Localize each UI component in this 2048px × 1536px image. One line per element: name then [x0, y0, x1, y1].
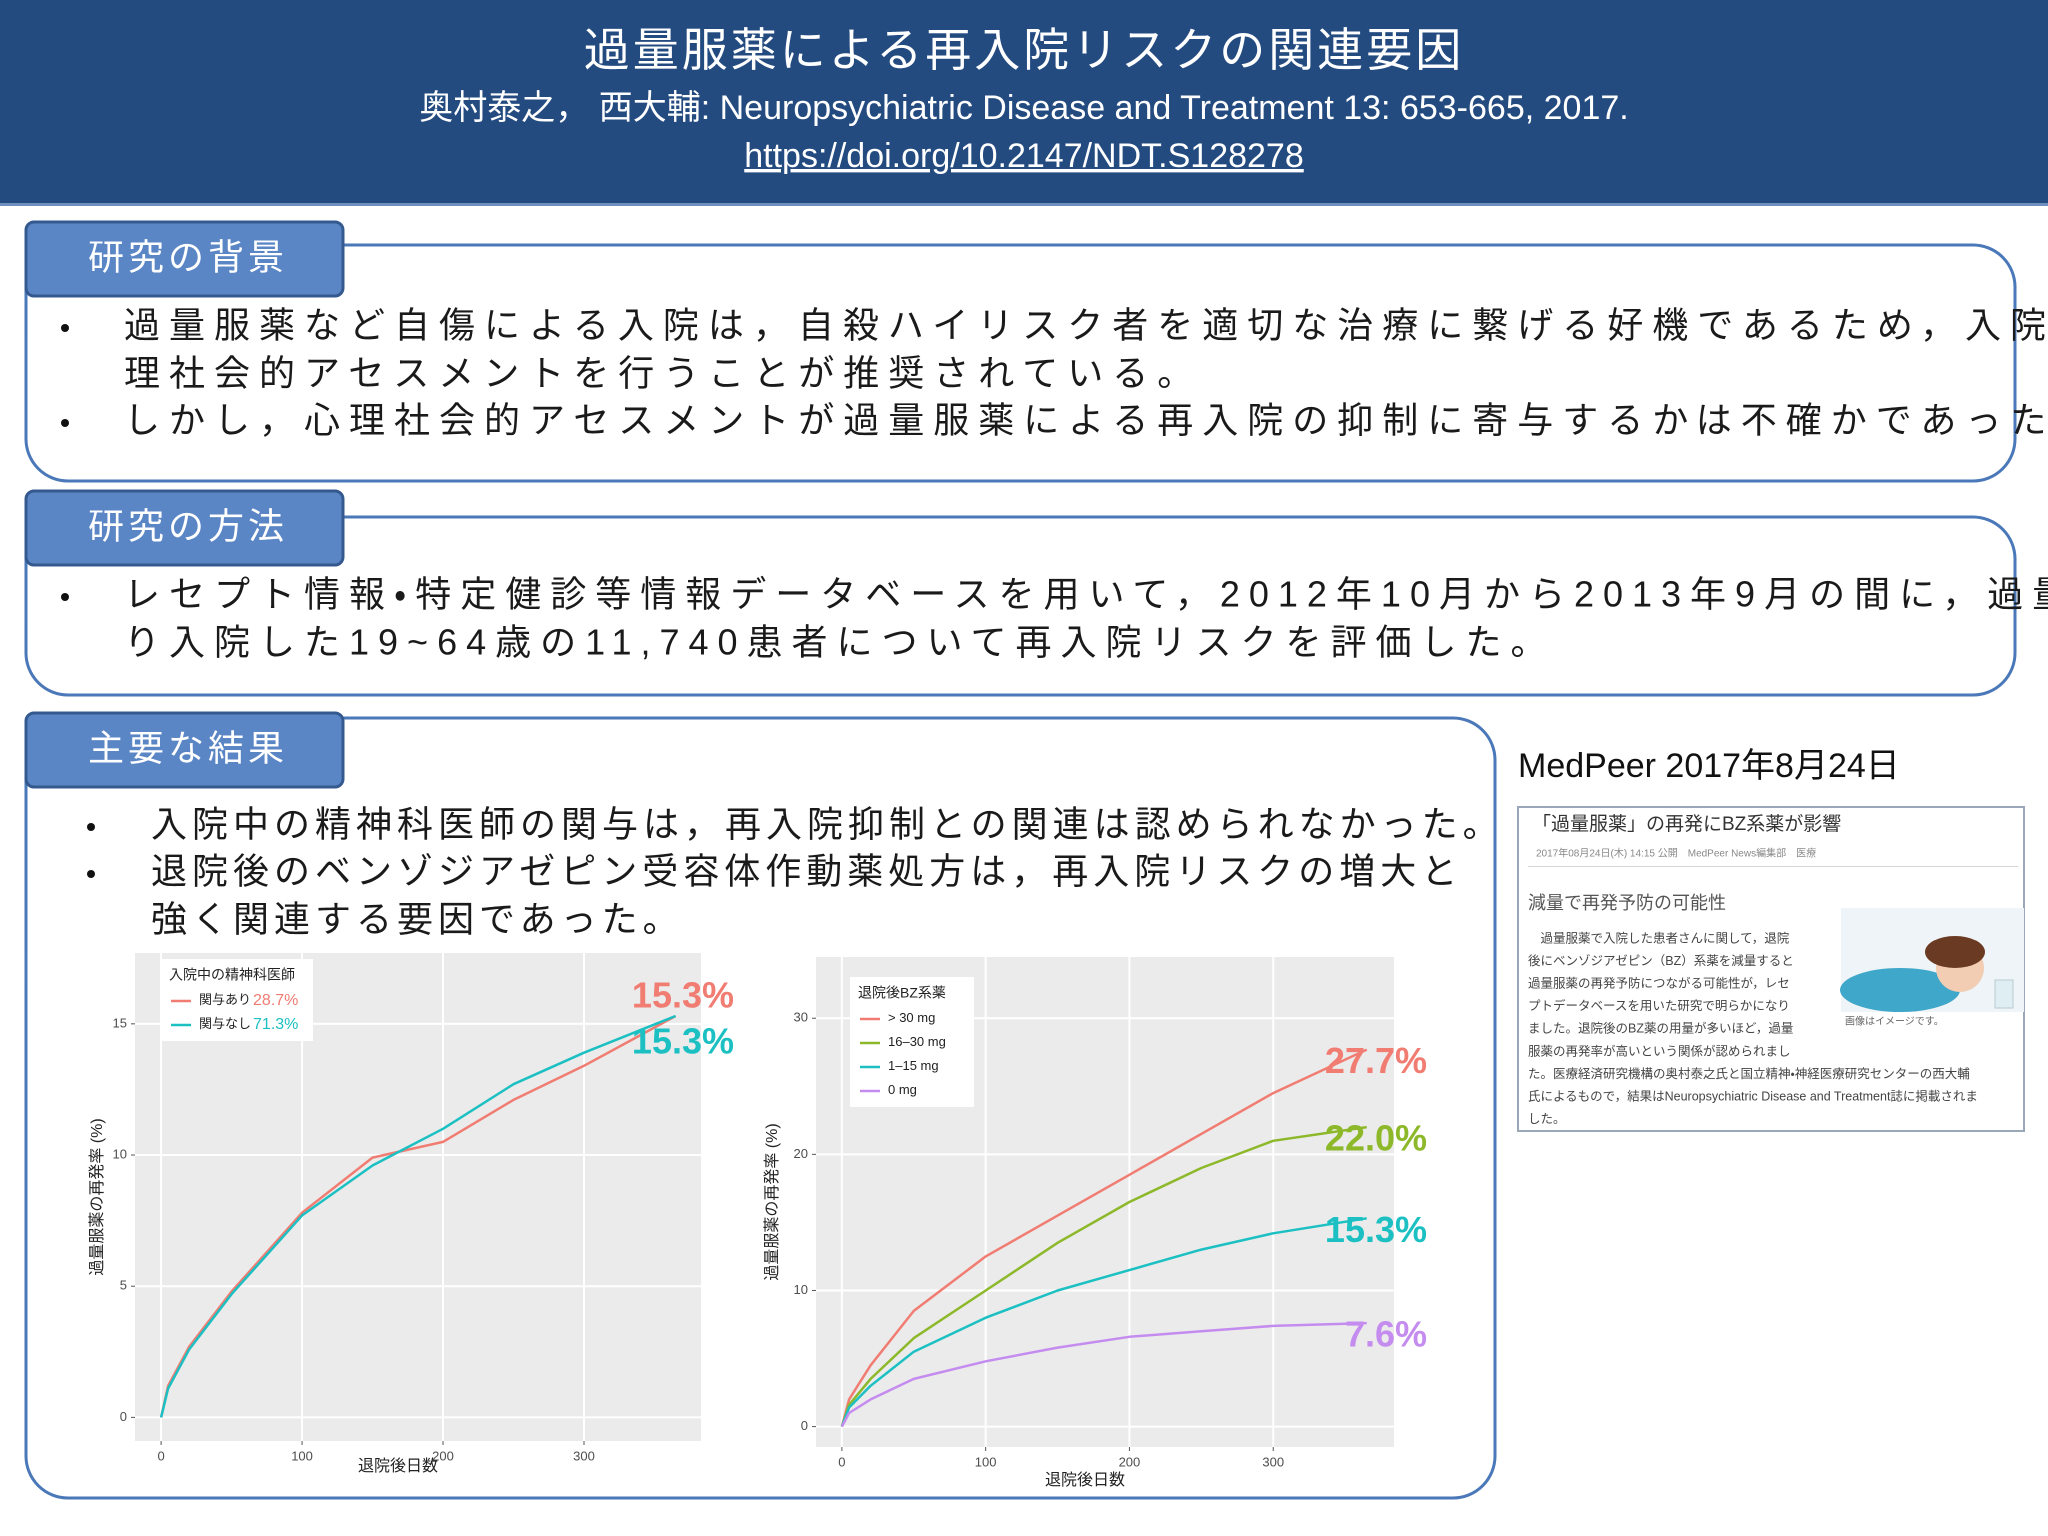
y-axis-label: 過量服薬の再発率 (%)	[88, 1118, 106, 1275]
news-body: 過量服薬の再発予防につながる可能性が，レセ	[1528, 975, 1790, 990]
section-box	[24, 243, 2017, 483]
bullet-dot	[87, 823, 95, 831]
news-meta: 2017年08月24日(木) 14:15 公開 MedPeer News編集部 …	[1536, 847, 1816, 860]
legend-note: 28.7%	[253, 992, 298, 1009]
header-edge	[0, 203, 2048, 206]
legend-name: 0 mg	[888, 1082, 917, 1097]
news-divider	[1528, 866, 2018, 867]
bullet-text: 過量服薬など自傷による入院は，自殺ハイリスク者を適切な治療に繋げる好機であるため…	[124, 305, 2048, 346]
news-body: た。医療経済研究機構の奥村泰之氏と国立精神・神経医療研究センターの西大輔	[1528, 1066, 1970, 1081]
series-line	[159, 1014, 677, 1418]
news-subhead: 減量で再発予防の可能性	[1528, 893, 1726, 913]
news-source: MedPeer 2017年8月24日	[1518, 747, 1900, 785]
y-tick-label: 15	[113, 1015, 127, 1030]
x-tick-label: 200	[432, 1448, 454, 1463]
section-heading: 主要な結果	[88, 728, 288, 769]
end-label: 15.3%	[632, 1020, 734, 1061]
end-label: 15.3%	[632, 974, 734, 1015]
bullet-dot	[61, 324, 69, 332]
y-tick-label: 30	[794, 1010, 808, 1025]
end-label: 22.0%	[1325, 1118, 1427, 1159]
news-body: 過量服薬で入院した患者さんに関して，退院	[1528, 931, 1789, 945]
x-tick-label: 100	[975, 1454, 997, 1469]
legend-entry: 関与あり 28.7%	[199, 992, 298, 1009]
image-hair	[1925, 936, 1985, 968]
image-glass	[1994, 979, 2014, 1009]
title: 過量服薬による再入院リスクの関連要因	[584, 24, 1465, 76]
y-tick-label: 10	[794, 1282, 808, 1297]
x-axis-label: 退院後日数	[358, 1457, 438, 1475]
news-caption: 画像はイメージです。	[1845, 1015, 1944, 1028]
x-tick-label: 0	[838, 1454, 845, 1469]
doi-link[interactable]: https://doi.org/10.2147/NDT.S128278	[744, 137, 1304, 175]
section-tab	[24, 489, 345, 567]
y-tick-label: 20	[794, 1146, 808, 1161]
bullet-text: しかし，心理社会的アセスメントが過量服薬による再入院の抑制に寄与するかは不確かで…	[124, 400, 2048, 441]
series-line	[840, 1217, 1367, 1428]
series-line	[840, 1125, 1367, 1427]
x-tick-label: 200	[1119, 1454, 1141, 1469]
bullet-text: 入院中の精神科医師の関与は，再入院抑制との関連は認められなかった。	[151, 804, 1504, 845]
legend-name: > 30 mg	[888, 1010, 935, 1025]
end-label: 7.6%	[1345, 1314, 1427, 1355]
legend-entry: > 30 mg	[888, 1010, 935, 1025]
bullet-dot	[61, 419, 69, 427]
y-tick-label: 5	[120, 1278, 127, 1293]
news-headline: 「過量服薬」の再発にBZ系薬が影響	[1532, 813, 1841, 835]
bullet-text: 理社会的アセスメントを行うことが推奨されている。	[124, 353, 1202, 394]
x-tick-label: 0	[157, 1448, 164, 1463]
legend-name: 1–15 mg	[888, 1058, 939, 1073]
y-axis-label: 過量服薬の再発率 (%)	[763, 1123, 781, 1280]
bullet-text: レセプト情報・特定健診等情報データベースを用いて，2012年10月から2013年…	[124, 574, 2048, 615]
legend-name: 関与あり	[199, 992, 251, 1007]
x-axis-label: 退院後日数	[1045, 1471, 1125, 1489]
header-band	[0, 0, 2048, 205]
y-tick-label: 10	[113, 1146, 127, 1161]
section-heading: 研究の方法	[88, 506, 288, 547]
series-line	[840, 1321, 1367, 1428]
authors: 奥村泰之， 西大輔: Neuropsychiatric Disease and …	[419, 89, 1628, 127]
y-tick-label: 0	[120, 1409, 127, 1424]
x-tick-label: 300	[573, 1448, 595, 1463]
x-tick-label: 300	[1262, 1454, 1284, 1469]
news-body: プトデータベースを用いた研究で明らかになり	[1528, 998, 1790, 1013]
news-body: 服薬の再発率が高いという関係が認められまし	[1528, 1043, 1791, 1058]
news-body: した。	[1528, 1112, 1566, 1126]
legend-title: 退院後BZ系薬	[858, 985, 946, 1001]
series-line	[840, 1048, 1368, 1427]
end-label: 15.3%	[1325, 1209, 1427, 1250]
y-tick-label: 0	[801, 1418, 808, 1433]
legend-name: 関与なし	[199, 1016, 251, 1031]
section-tab	[24, 220, 345, 298]
legend-title: 入院中の精神科医師	[169, 967, 295, 983]
section-box	[24, 515, 2017, 697]
legend-name: 16–30 mg	[888, 1034, 946, 1049]
legend-note: 71.3%	[253, 1016, 298, 1033]
section-tab	[24, 711, 345, 789]
news-body: 後にベンゾジアゼピン（BZ）系薬を減量すると	[1528, 953, 1794, 968]
news-body: ました。退院後のBZ薬の用量が多いほど，過量	[1528, 1021, 1793, 1036]
image-body	[1840, 968, 1960, 1012]
legend-entry: 0 mg	[888, 1082, 917, 1097]
bullet-dot	[87, 870, 95, 878]
bullet-dot	[61, 593, 69, 601]
news-image	[1840, 908, 2024, 1012]
bullet-text: 強く関連する要因であった。	[151, 899, 684, 940]
section-heading: 研究の背景	[88, 237, 288, 278]
legend-entry: 関与なし 71.3%	[199, 1016, 298, 1033]
x-tick-label: 100	[291, 1448, 313, 1463]
end-label: 27.7%	[1325, 1040, 1427, 1081]
news-body: 氏によるもので，結果はNeuropsychiatric Disease and …	[1528, 1088, 1978, 1103]
legend-entry: 1–15 mg	[888, 1058, 939, 1073]
series-line	[159, 1014, 677, 1418]
bullet-text: り入院した19~64歳の11,740患者について再入院リスクを評価した。	[124, 622, 1555, 663]
legend-entry: 16–30 mg	[888, 1034, 946, 1049]
bullet-text: 退院後のベンゾジアゼピン受容体作動薬処方は，再入院リスクの増大と	[151, 851, 1462, 892]
